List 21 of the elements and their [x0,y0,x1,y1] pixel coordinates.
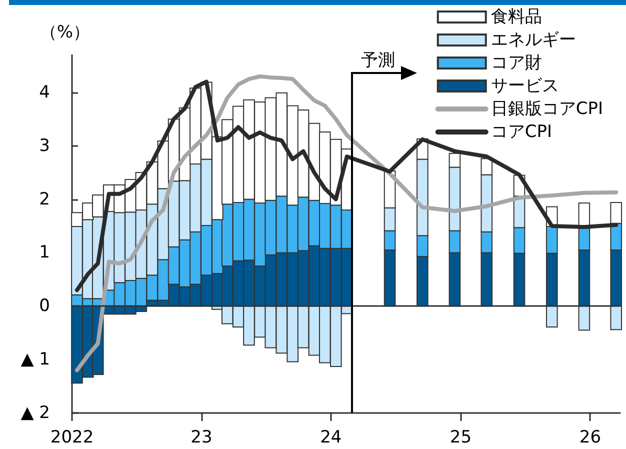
y-axis-title: （%） [40,22,90,42]
y-tick-label: 4 [39,82,50,102]
y-tick-label: 3 [39,136,50,156]
legend-label: 日銀版コアCPI [490,99,604,119]
line-series [74,74,618,372]
y-tick-label: ▲ 2 [20,403,50,423]
y-tick-label: ▲ 1 [20,350,50,370]
legend-label: コアCPI [490,122,552,142]
x-tick-label: 24 [320,428,342,448]
legend-label: コア財 [490,53,542,73]
y-tick-label: 1 [39,242,50,263]
y-tick-label: 2 [39,189,50,210]
x-tick-label: 23 [190,428,212,448]
x-tick-label: 25 [450,428,472,448]
ref-line-label: 予測 [361,50,396,70]
legend-label: エネルギー [490,30,576,50]
y-tick-label: 0 [39,296,50,316]
x-tick-label: 2022 [50,428,94,448]
legend-label: サービス [490,76,559,96]
legend-label: 食料品 [490,7,542,27]
x-tick-label: 26 [579,428,602,448]
